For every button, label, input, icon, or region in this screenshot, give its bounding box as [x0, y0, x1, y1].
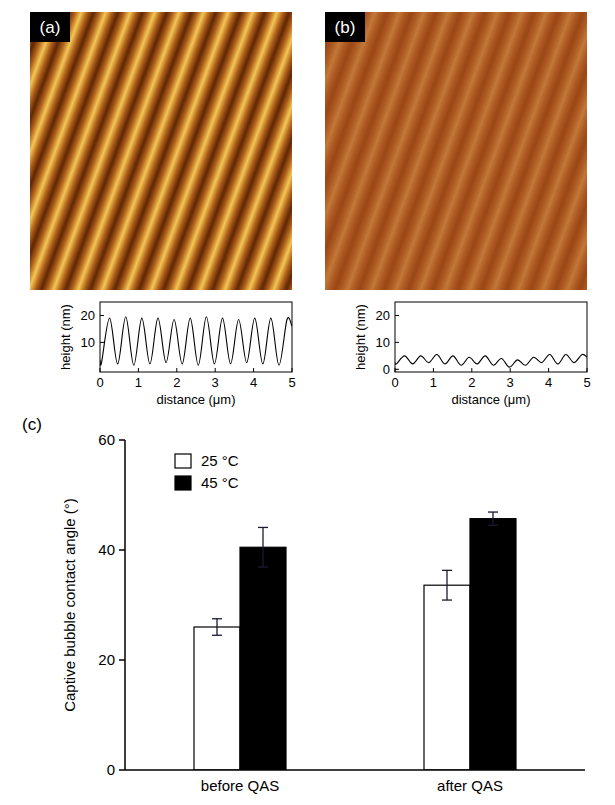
y-tick — [119, 549, 125, 551]
plot-area — [100, 317, 292, 365]
y-tick — [100, 342, 104, 343]
error-bar-cap — [212, 635, 222, 636]
legend-swatch — [175, 454, 191, 468]
error-bar-cap — [488, 511, 498, 512]
y-tick-label: 0 — [383, 362, 390, 377]
legend-swatch — [175, 476, 191, 490]
panel-label-box — [325, 12, 365, 42]
error-bar-cap — [442, 570, 452, 571]
y-tick-label: 20 — [98, 651, 115, 668]
x-tick-label: 4 — [545, 375, 552, 390]
x-tick-label: 3 — [212, 375, 219, 390]
x-tick — [138, 368, 139, 372]
x-tick-label: 4 — [250, 375, 257, 390]
x-tick — [433, 368, 434, 372]
y-axis-title: height (nm) — [353, 304, 368, 370]
plot-frame — [395, 302, 587, 372]
y-tick — [395, 315, 399, 316]
error-bar-cap — [258, 566, 268, 567]
figure: (a)0123451020distance (μm)height (nm)(b)… — [0, 0, 615, 805]
bar — [194, 627, 240, 770]
y-tick — [395, 342, 399, 343]
panel-label: (b) — [335, 18, 356, 37]
x-tick-label: 0 — [96, 375, 103, 390]
error-bar — [442, 570, 452, 600]
y-tick — [100, 315, 104, 316]
panel-label: (c) — [22, 415, 42, 434]
error-bar — [258, 527, 268, 567]
legend: 25 °C 45 °C — [175, 452, 239, 491]
x-tick-label: 2 — [173, 375, 180, 390]
error-bar — [212, 619, 222, 636]
error-bar-cap — [488, 525, 498, 526]
bar — [470, 519, 516, 770]
panel-label: (a) — [40, 18, 61, 37]
plot-area — [194, 512, 516, 770]
y-axis-title: Captive bubble contact angle (°) — [61, 498, 78, 712]
y-axis — [124, 440, 126, 770]
y-tick-label: 60 — [98, 431, 115, 448]
error-bar-stem — [216, 619, 217, 636]
legend-label: 45 °C — [201, 474, 239, 491]
y-tick-label: 20 — [81, 308, 95, 323]
height-profile — [100, 317, 292, 365]
y-tick-label: 10 — [81, 335, 95, 350]
plot-area — [395, 354, 587, 367]
height-profile — [395, 354, 587, 367]
x-tick — [253, 368, 254, 372]
x-tick-label: 3 — [507, 375, 514, 390]
error-bar-cap — [258, 527, 268, 528]
error-bar-cap — [212, 618, 222, 619]
x-tick — [215, 368, 216, 372]
x-tick — [176, 368, 177, 372]
error-bar — [488, 512, 498, 525]
x-tick-label: 5 — [288, 375, 295, 390]
x-tick-label: 1 — [430, 375, 437, 390]
x-axis-title: distance (μm) — [156, 392, 235, 407]
y-tick — [395, 369, 399, 370]
y-tick — [119, 439, 125, 441]
legend-label: 25 °C — [201, 452, 239, 469]
y-tick-label: 0 — [107, 761, 115, 778]
afm-image — [30, 12, 292, 290]
x-tick-label: 5 — [583, 375, 590, 390]
x-tick — [510, 368, 511, 372]
x-axis — [125, 769, 585, 771]
y-axis-title: height (nm) — [58, 304, 73, 370]
bar — [424, 585, 470, 770]
x-tick-label: after QAS — [437, 777, 503, 794]
panel-label-box — [30, 12, 70, 42]
x-tick-label: before QAS — [201, 777, 279, 794]
y-tick — [119, 769, 125, 771]
error-bar-cap — [442, 599, 452, 600]
x-tick-label: 1 — [135, 375, 142, 390]
afm-image — [325, 12, 587, 290]
y-tick — [119, 659, 125, 661]
error-bar-stem — [262, 527, 263, 567]
plot-frame — [100, 302, 292, 372]
x-axis-title: distance (μm) — [451, 392, 530, 407]
y-tick-label: 40 — [98, 541, 115, 558]
error-bar-stem — [492, 512, 493, 525]
x-tick — [471, 368, 472, 372]
bar — [240, 547, 286, 770]
x-tick-label: 2 — [468, 375, 475, 390]
x-tick — [548, 368, 549, 372]
y-tick-label: 10 — [376, 335, 390, 350]
error-bar-stem — [446, 570, 447, 600]
y-tick-label: 20 — [376, 308, 390, 323]
x-tick-label: 0 — [391, 375, 398, 390]
